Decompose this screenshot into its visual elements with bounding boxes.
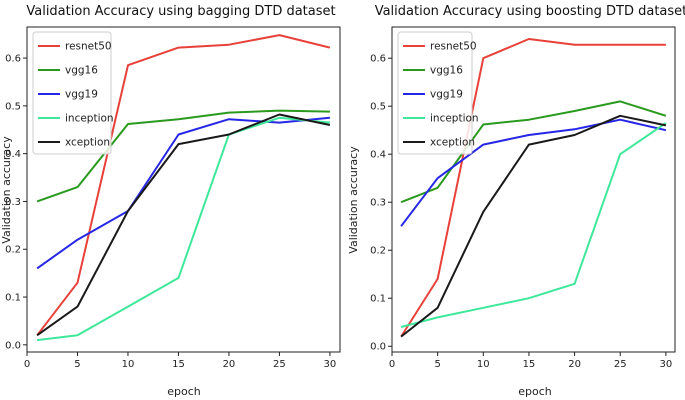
bagging-legend-box bbox=[32, 31, 112, 155]
bagging-chart: Validation Accuracy using bagging DTD da… bbox=[0, 4, 341, 398]
bagging-legend-label-resnet50: resnet50 bbox=[65, 41, 112, 53]
bagging-legend-label-inception: inception bbox=[65, 113, 114, 125]
bagging-legend-label-vgg19: vgg19 bbox=[65, 89, 98, 101]
boosting-legend-label-vgg16: vgg16 bbox=[430, 65, 463, 77]
bagging-x-tick-label: 5 bbox=[74, 359, 80, 370]
boosting-y-tick-label: 0.2 bbox=[370, 246, 386, 257]
boosting-series-inception bbox=[400, 122, 667, 328]
boosting-y-tick-label: 0.5 bbox=[370, 102, 386, 113]
boosting-legend-label-xception: xception bbox=[430, 137, 475, 149]
bagging-legend: resnet50 vgg16 vgg19 inception xception bbox=[32, 31, 114, 155]
bagging-x-axis-label: epoch bbox=[167, 385, 201, 398]
bagging-series-vgg19 bbox=[36, 116, 330, 270]
boosting-x-tick-label: 25 bbox=[614, 359, 627, 370]
boosting-x-tick-label: 15 bbox=[523, 359, 536, 370]
boosting-legend-label-resnet50: resnet50 bbox=[430, 41, 477, 53]
bagging-y-tick-label: 0.6 bbox=[5, 54, 21, 65]
bagging-series-xception bbox=[36, 113, 331, 337]
bagging-x-tick-label: 15 bbox=[172, 359, 185, 370]
bagging-y-tick-label: 0.2 bbox=[5, 245, 21, 256]
boosting-legend-label-inception: inception bbox=[430, 113, 479, 125]
boosting-y-tick-label: 0.4 bbox=[370, 150, 386, 161]
boosting-series-vgg19 bbox=[400, 118, 667, 227]
boosting-y-axis-label: Validation accuracy bbox=[347, 146, 360, 254]
bagging-y-tick-label: 0.4 bbox=[5, 149, 21, 160]
boosting-x-tick-label: 0 bbox=[389, 359, 395, 370]
boosting-series-vgg16 bbox=[400, 100, 667, 204]
bagging-x-tick-label: 30 bbox=[324, 359, 337, 370]
boosting-x-tick-label: 10 bbox=[477, 359, 490, 370]
bagging-x-tick-label: 20 bbox=[223, 359, 236, 370]
bagging-x-tick-label: 10 bbox=[122, 359, 135, 370]
bagging-x-tick-label: 25 bbox=[273, 359, 286, 370]
bagging-legend-label-xception: xception bbox=[65, 137, 110, 149]
boosting-x-axis-label: epoch bbox=[518, 385, 552, 398]
boosting-legend-box bbox=[397, 31, 473, 155]
bagging-chart-title: Validation Accuracy using bagging DTD da… bbox=[26, 4, 335, 19]
bagging-y-axis-label: Validation accuracy bbox=[0, 136, 13, 244]
boosting-legend: resnet50 vgg16 vgg19 inception xception bbox=[397, 31, 479, 155]
boosting-x-tick-label: 5 bbox=[434, 359, 440, 370]
bagging-plot-frame bbox=[26, 26, 341, 353]
bagging-legend-label-vgg16: vgg16 bbox=[65, 65, 98, 77]
boosting-x-tick-label: 30 bbox=[660, 359, 673, 370]
bagging-y-tick-label: 0.0 bbox=[5, 340, 21, 351]
boosting-chart-title: Validation Accuracy using boosting DTD d… bbox=[375, 4, 685, 19]
bagging-series-resnet50 bbox=[36, 34, 331, 336]
boosting-chart: Validation Accuracy using boosting DTD d… bbox=[347, 4, 685, 398]
boosting-series-xception bbox=[400, 114, 667, 338]
boosting-series-resnet50 bbox=[400, 38, 666, 338]
boosting-y-tick-label: 0.3 bbox=[370, 198, 386, 209]
bagging-y-tick-label: 0.3 bbox=[5, 197, 21, 208]
boosting-y-tick-label: 0.1 bbox=[370, 294, 386, 305]
boosting-x-tick-label: 20 bbox=[568, 359, 581, 370]
boosting-y-tick-label: 0.0 bbox=[370, 342, 386, 353]
bagging-x-tick-label: 0 bbox=[24, 359, 30, 370]
bagging-y-tick-label: 0.1 bbox=[5, 293, 21, 304]
bagging-series-inception bbox=[36, 116, 330, 342]
boosting-y-tick-label: 0.6 bbox=[370, 54, 386, 65]
boosting-legend-label-vgg19: vgg19 bbox=[430, 89, 463, 101]
bagging-series-vgg16 bbox=[36, 109, 330, 203]
boosting-plot-frame bbox=[391, 26, 676, 353]
bagging-y-tick-label: 0.5 bbox=[5, 101, 21, 112]
